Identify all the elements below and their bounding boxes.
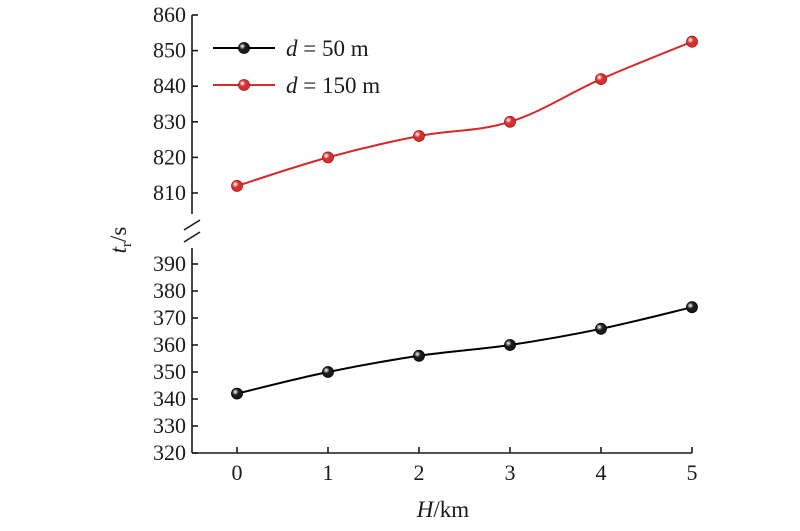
y-tick-label: 850 (153, 38, 186, 63)
legend-marker (238, 42, 250, 54)
x-tick-label: 4 (596, 460, 607, 485)
y-tick-label: 380 (153, 278, 186, 303)
legend: d = 50 m d = 150 m (213, 36, 380, 98)
y-tick-label: 820 (153, 144, 186, 169)
x-tick-label: 3 (505, 460, 516, 485)
y-tick-label: 340 (153, 386, 186, 411)
data-point (504, 339, 516, 351)
y-tick-label: 320 (153, 440, 186, 465)
x-tick-label: 0 (232, 460, 243, 485)
data-point (686, 35, 698, 48)
series-d-50m (231, 301, 698, 400)
data-point (504, 115, 516, 128)
x-tick-label: 1 (323, 460, 334, 485)
y-tick-label: 830 (153, 109, 186, 134)
y-tick-label: 370 (153, 305, 186, 330)
axes (183, 14, 693, 454)
data-point (595, 322, 607, 335)
legend-label: d = 150 m (286, 73, 380, 98)
series-line (236, 40, 693, 187)
data-point (322, 366, 334, 378)
y-tick-label: 840 (153, 73, 186, 98)
y-tick-label: 350 (153, 359, 186, 384)
x-tick-label: 2 (414, 460, 425, 485)
y-tick-label: 390 (153, 251, 186, 276)
data-point (595, 73, 607, 85)
x-axis-title: H/km (416, 497, 470, 522)
data-point (686, 301, 698, 314)
y-tick-label: 360 (153, 332, 186, 357)
legend-label: d = 50 m (286, 36, 369, 61)
data-point (322, 151, 334, 164)
data-point (231, 179, 243, 192)
series-line (236, 306, 693, 395)
y-axis-break-mark (183, 231, 201, 243)
series-d-150m (231, 35, 698, 192)
legend-marker (238, 79, 250, 91)
y-tick-label: 330 (153, 413, 186, 438)
data-point (231, 387, 243, 400)
y-axis-title: tr/s (106, 227, 135, 254)
data-point (413, 130, 425, 142)
data-point (413, 349, 425, 362)
y-tick-label: 860 (153, 2, 186, 27)
x-tick-label: 5 (687, 460, 698, 485)
y-tick-label: 810 (153, 180, 186, 205)
y-axis-break-mark (183, 219, 201, 231)
